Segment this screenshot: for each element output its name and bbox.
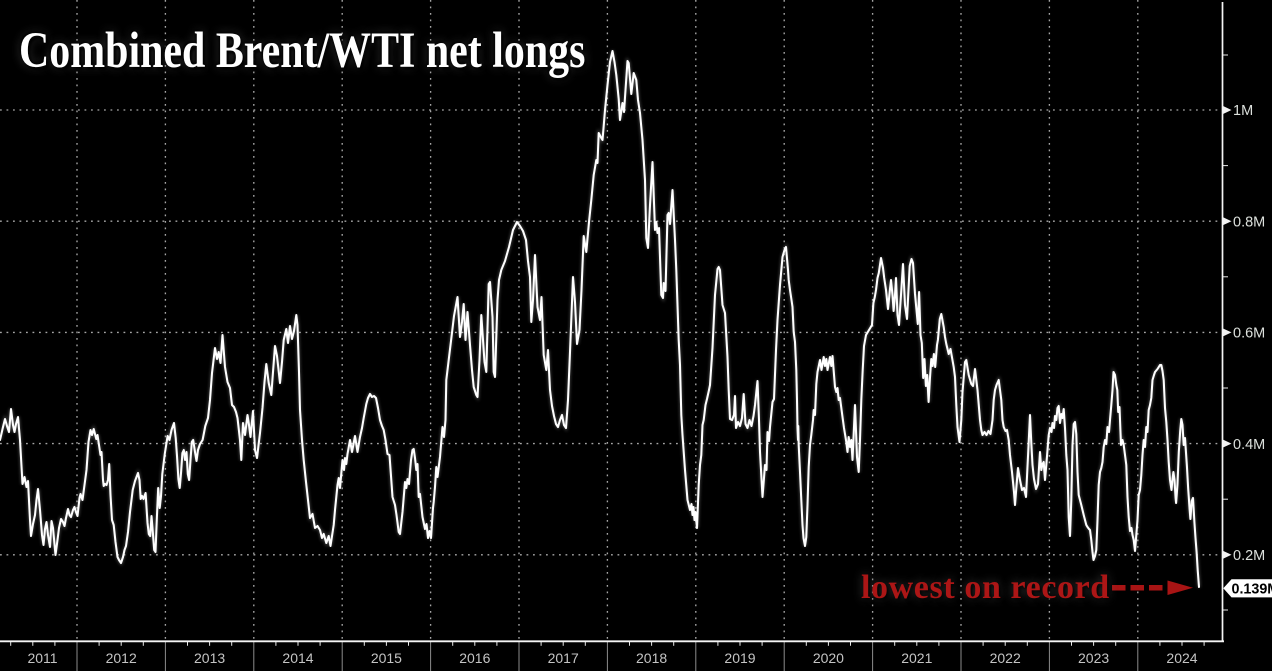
svg-text:2021: 2021 (901, 650, 932, 666)
svg-text:2011: 2011 (27, 650, 57, 666)
svg-text:2018: 2018 (636, 650, 667, 666)
svg-text:2024: 2024 (1166, 650, 1197, 666)
svg-text:2020: 2020 (813, 650, 844, 666)
svg-text:0.8M: 0.8M (1233, 214, 1265, 230)
svg-text:0.4M: 0.4M (1233, 437, 1265, 453)
svg-text:2022: 2022 (990, 650, 1021, 666)
svg-text:1M: 1M (1233, 103, 1253, 119)
svg-text:0.6M: 0.6M (1233, 326, 1265, 342)
svg-text:0.139M: 0.139M (1232, 582, 1272, 598)
svg-text:2013: 2013 (194, 650, 225, 666)
svg-text:2019: 2019 (724, 650, 755, 666)
svg-text:2014: 2014 (282, 650, 313, 666)
svg-text:2012: 2012 (106, 650, 137, 666)
svg-text:2015: 2015 (371, 650, 402, 666)
svg-text:2023: 2023 (1078, 650, 1109, 666)
svg-text:2017: 2017 (548, 650, 579, 666)
svg-text:2016: 2016 (459, 650, 490, 666)
svg-text:0.2M: 0.2M (1233, 548, 1265, 564)
